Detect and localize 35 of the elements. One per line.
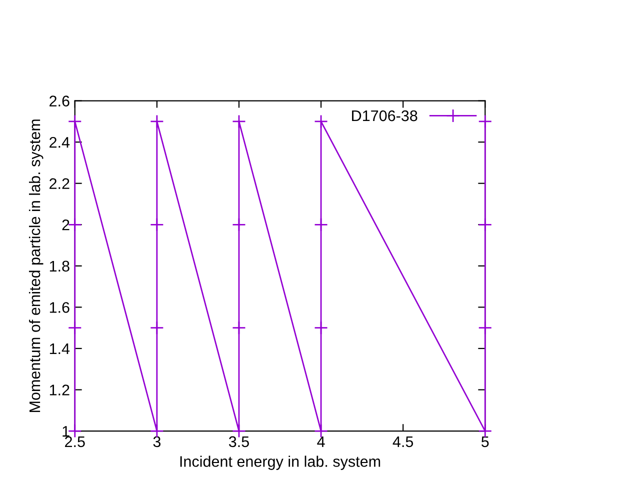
point	[478, 424, 492, 438]
y-tick-label: 1.4	[50, 344, 70, 354]
point	[150, 424, 164, 438]
point	[478, 320, 492, 335]
x-tick-label: 2.5	[65, 436, 85, 448]
y-tick-label: 2.2	[50, 178, 70, 189]
point	[232, 320, 246, 335]
point	[232, 218, 246, 232]
x-tick-label: 5	[481, 436, 489, 448]
legend-label: D1706-38	[352, 110, 418, 122]
y-tick-label: 1.6	[50, 302, 70, 313]
x-tick-label: 3	[153, 436, 161, 448]
point	[68, 114, 82, 128]
point	[150, 114, 164, 128]
point	[150, 218, 164, 232]
point	[314, 114, 328, 128]
y-tick-label: 1.8	[50, 260, 70, 272]
point	[314, 320, 328, 335]
point	[314, 218, 328, 232]
x-tick-label: 3.5	[228, 436, 249, 448]
point	[68, 320, 82, 335]
y-tick-label: 1.2	[50, 384, 70, 396]
x-axis-title: Incident energy in lab. system	[180, 456, 380, 470]
y-tick-label: 2	[62, 220, 70, 230]
point	[478, 114, 492, 128]
point	[150, 320, 164, 335]
y-axis-title: Momentum of emited particle in lab. system	[28, 120, 44, 412]
x-tick-label: 4	[317, 436, 325, 447]
y-tick-label: 2.4	[50, 136, 70, 148]
y-tick-label: 1	[62, 426, 70, 437]
y-tick-label: 2.6	[50, 96, 70, 106]
point	[314, 424, 328, 438]
point	[232, 114, 246, 128]
point	[478, 218, 492, 232]
x-tick-label: 4.5	[392, 436, 414, 448]
